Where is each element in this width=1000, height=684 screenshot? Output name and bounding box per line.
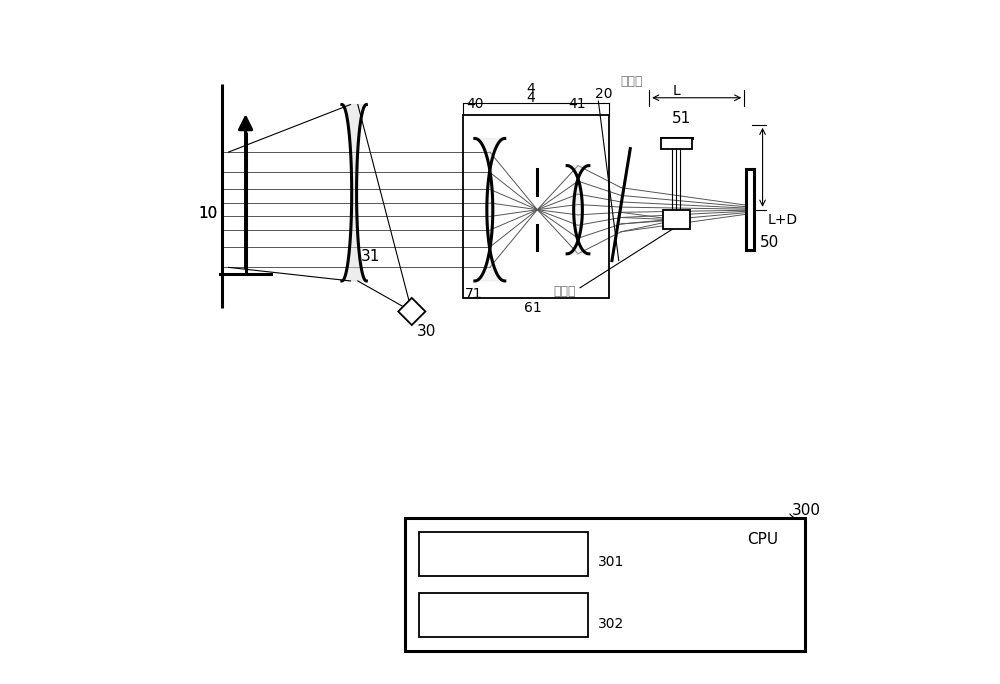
- Bar: [661, 138, 692, 148]
- Text: 4: 4: [526, 90, 535, 105]
- Text: 51: 51: [672, 111, 691, 127]
- Text: 移動速度计算部: 移動速度计算部: [471, 607, 535, 622]
- Bar: [746, 169, 754, 250]
- Text: 10: 10: [198, 206, 217, 221]
- Text: 40: 40: [466, 97, 484, 111]
- Text: CPU: CPU: [747, 532, 778, 547]
- Text: 比较部: 比较部: [490, 547, 517, 562]
- Text: L+D: L+D: [768, 213, 798, 227]
- Text: 10: 10: [198, 206, 217, 221]
- Text: 301: 301: [598, 555, 625, 570]
- Text: 20: 20: [595, 87, 612, 101]
- Text: 71: 71: [465, 287, 482, 301]
- Bar: [463, 115, 609, 298]
- Bar: [663, 211, 690, 229]
- Text: 61: 61: [524, 301, 541, 315]
- Text: 31: 31: [361, 249, 380, 264]
- Text: 第一光: 第一光: [621, 75, 643, 88]
- Text: 4: 4: [526, 81, 535, 96]
- Text: 第二光: 第二光: [553, 285, 575, 298]
- Polygon shape: [342, 105, 366, 281]
- Text: 50: 50: [760, 235, 779, 250]
- Bar: [419, 593, 588, 637]
- Text: 30: 30: [417, 324, 437, 339]
- Polygon shape: [475, 138, 505, 281]
- FancyArrowPatch shape: [790, 514, 803, 519]
- Text: L: L: [673, 83, 680, 98]
- Text: 300: 300: [792, 503, 821, 518]
- Polygon shape: [567, 166, 589, 254]
- Bar: [405, 518, 805, 650]
- Bar: [419, 532, 588, 576]
- Polygon shape: [398, 298, 425, 325]
- Text: 41: 41: [568, 97, 585, 111]
- Text: 302: 302: [598, 616, 625, 631]
